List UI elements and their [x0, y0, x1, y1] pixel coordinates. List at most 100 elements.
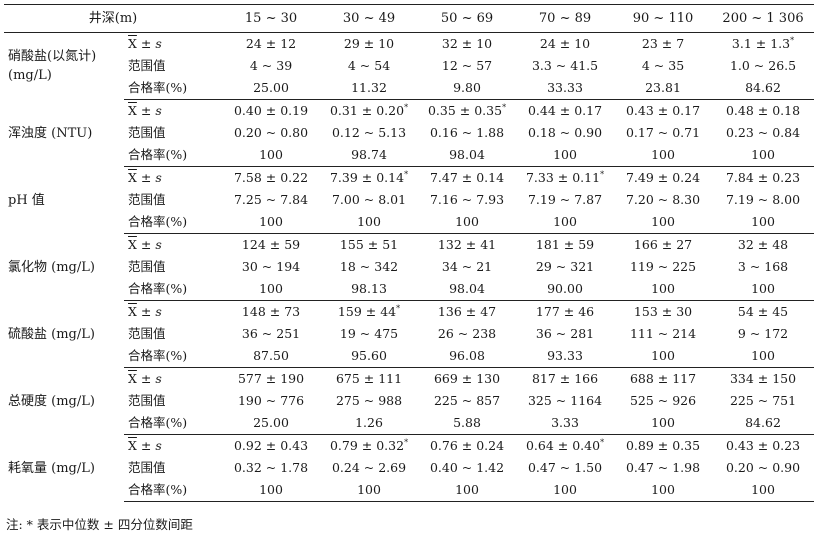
table-cell: 100 — [614, 412, 713, 435]
table-cell: 100 — [614, 278, 713, 301]
table-cell: 0.43 ± 0.23 — [712, 435, 814, 458]
measure-label-range: 范围值 — [128, 192, 166, 207]
median-marker: * — [502, 103, 507, 112]
table-cell: 275 ~ 988 — [320, 390, 418, 412]
table-cell: 166 ± 27 — [614, 234, 712, 257]
cell-value: 119 ~ 225 — [629, 259, 697, 274]
cell-value: 1.0 ~ 26.5 — [729, 58, 797, 73]
table-cell: 100 — [516, 144, 615, 167]
cell-value: 136 ± 47 — [437, 304, 497, 319]
table-cell: 3.1 ± 1.3* — [712, 33, 814, 56]
cell-value: 98.04 — [449, 147, 485, 162]
cell-value: 84.62 — [745, 415, 781, 430]
measure-label-mean: X ± s — [124, 234, 222, 257]
mean-symbol: X — [128, 237, 137, 252]
table-cell: 18 ~ 342 — [320, 256, 418, 278]
cell-value: 36 ~ 281 — [535, 326, 595, 341]
cell-value: 675 ± 111 — [335, 371, 403, 386]
median-marker: * — [404, 170, 409, 179]
table-cell: 325 ~ 1164 — [516, 390, 614, 412]
table-cell: 159 ± 44* — [320, 301, 418, 324]
table-cell: 4 ~ 35 — [614, 55, 712, 77]
table-cell: 98.04 — [418, 144, 517, 167]
table-row: 合格率(%) 100 100 100 100 100 100 — [4, 479, 815, 502]
cell-value: 100 — [651, 281, 675, 296]
table-cell: 90.00 — [516, 278, 615, 301]
cell-value: 817 ± 166 — [531, 371, 599, 386]
cell-value: 100 — [751, 482, 775, 497]
cell-value: 4 ~ 54 — [347, 58, 391, 73]
cell-value: 84.62 — [745, 80, 781, 95]
cell-value: 124 ± 59 — [241, 237, 301, 252]
table-cell: 4 ~ 54 — [320, 55, 418, 77]
cell-value: 0.43 ± 0.23 — [725, 438, 801, 453]
cell-value: 100 — [553, 482, 577, 497]
measure-label-pass: 合格率(%) — [124, 77, 223, 100]
table-cell: 0.43 ± 0.17 — [614, 100, 712, 123]
cell-value: 0.44 ± 0.17 — [527, 103, 603, 118]
table-cell: 100 — [222, 479, 321, 502]
table-row: 合格率(%) 25.00 11.32 9.80 33.33 23.81 84.62 — [4, 77, 815, 100]
indicator-name: 硝酸盐(以氮计)(mg/L) — [8, 49, 97, 84]
table-cell: 11.32 — [320, 77, 419, 100]
cell-value: 225 ~ 857 — [433, 393, 501, 408]
mean-symbol: X — [128, 103, 137, 118]
cell-value: 0.24 ~ 2.69 — [331, 460, 407, 475]
cell-value: 148 ± 73 — [241, 304, 301, 319]
cell-value: 155 ± 51 — [339, 237, 399, 252]
cell-value: 100 — [455, 214, 479, 229]
cell-value: 24 ± 10 — [539, 36, 591, 51]
median-marker: * — [600, 438, 605, 447]
table-cell: 153 ± 30 — [614, 301, 712, 324]
measure-label-range: 范围值 — [128, 125, 166, 140]
cell-value: 7.58 ± 0.22 — [233, 170, 309, 185]
mean-symbol: X — [128, 371, 137, 386]
cell-value: 9.80 — [453, 80, 481, 95]
indicator-group: 总硬度 (mg/L) X ± s 577 ± 190 675 ± 111 669 ± 1… — [4, 368, 815, 435]
cell-value: 0.40 ~ 1.42 — [429, 460, 505, 475]
mean-symbol: X — [128, 438, 137, 453]
cell-value: 3 ~ 168 — [737, 259, 789, 274]
cell-value: 7.33 ± 0.11 — [525, 170, 601, 185]
table-cell: 225 ~ 857 — [418, 390, 516, 412]
measure-label-pass: 合格率(%) — [124, 144, 223, 167]
indicator-name: 总硬度 (mg/L) — [8, 393, 95, 409]
cell-value: 90.00 — [547, 281, 583, 296]
cell-value: 4 ~ 35 — [641, 58, 685, 73]
cell-value: 100 — [751, 348, 775, 363]
cell-value: 0.17 ~ 0.71 — [625, 125, 701, 140]
table-cell: 0.79 ± 0.32* — [320, 435, 418, 458]
median-marker: * — [396, 304, 401, 313]
measure-label-range: 范围值 — [128, 58, 166, 73]
table-cell: 124 ± 59 — [222, 234, 320, 257]
cell-value: 34 ~ 21 — [441, 259, 493, 274]
cell-value: 11.32 — [351, 80, 387, 95]
table-cell: 84.62 — [712, 412, 815, 435]
cell-value: 7.19 ~ 7.87 — [527, 192, 603, 207]
measure-label-range: 范围值 — [128, 259, 166, 274]
cell-value: 19 ~ 475 — [339, 326, 399, 341]
median-marker: * — [790, 36, 795, 45]
table-cell: 181 ± 59 — [516, 234, 614, 257]
header-row: 井深(m) 15 ~ 30 30 ~ 49 50 ~ 69 70 ~ 89 90… — [4, 4, 815, 33]
table-cell: 98.74 — [320, 144, 419, 167]
cell-value: 577 ± 190 — [237, 371, 305, 386]
cell-value: 153 ± 30 — [633, 304, 693, 319]
cell-value: 87.50 — [253, 348, 289, 363]
table-cell: 577 ± 190 — [222, 368, 320, 391]
table-cell: 32 ± 48 — [712, 234, 814, 257]
table-cell: 0.24 ~ 2.69 — [320, 457, 418, 479]
table-cell: 525 ~ 926 — [614, 390, 712, 412]
table-cell: 3.33 — [516, 412, 615, 435]
mean-symbol: X — [128, 304, 137, 319]
table-cell: 7.00 ~ 8.01 — [320, 189, 418, 211]
cell-value: 0.76 ± 0.24 — [429, 438, 505, 453]
cell-value: 166 ± 27 — [633, 237, 693, 252]
measure-label-mean: X ± s — [124, 301, 222, 324]
table-cell: 93.33 — [516, 345, 615, 368]
indicator-name: pH 值 — [8, 192, 45, 208]
cell-value: 159 ± 44 — [337, 304, 397, 319]
table-cell: 29 ~ 321 — [516, 256, 614, 278]
cell-value: 7.49 ± 0.24 — [625, 170, 701, 185]
